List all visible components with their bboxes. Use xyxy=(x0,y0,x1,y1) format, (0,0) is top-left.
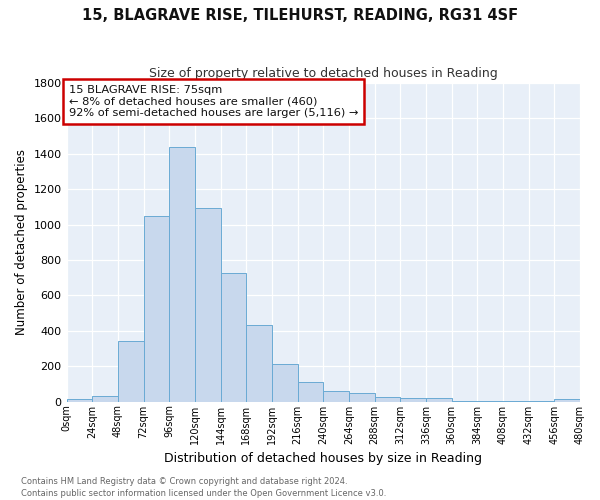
Text: 15, BLAGRAVE RISE, TILEHURST, READING, RG31 4SF: 15, BLAGRAVE RISE, TILEHURST, READING, R… xyxy=(82,8,518,22)
Bar xyxy=(349,393,374,402)
Y-axis label: Number of detached properties: Number of detached properties xyxy=(15,150,28,336)
Bar xyxy=(374,396,400,402)
Title: Size of property relative to detached houses in Reading: Size of property relative to detached ho… xyxy=(149,68,497,80)
Bar xyxy=(478,401,503,402)
Bar xyxy=(426,398,452,402)
Bar xyxy=(221,273,246,402)
Bar xyxy=(92,396,118,402)
Bar xyxy=(195,208,221,402)
Bar xyxy=(246,325,272,402)
Text: Contains HM Land Registry data © Crown copyright and database right 2024.
Contai: Contains HM Land Registry data © Crown c… xyxy=(21,476,386,498)
Bar xyxy=(529,401,554,402)
X-axis label: Distribution of detached houses by size in Reading: Distribution of detached houses by size … xyxy=(164,452,482,465)
Bar xyxy=(400,398,426,402)
Bar xyxy=(67,399,92,402)
Bar xyxy=(143,216,169,402)
Text: 15 BLAGRAVE RISE: 75sqm
← 8% of detached houses are smaller (460)
92% of semi-de: 15 BLAGRAVE RISE: 75sqm ← 8% of detached… xyxy=(68,85,358,118)
Bar xyxy=(503,401,529,402)
Bar xyxy=(323,391,349,402)
Bar xyxy=(118,340,143,402)
Bar xyxy=(272,364,298,402)
Bar xyxy=(452,401,478,402)
Bar xyxy=(169,147,195,402)
Bar xyxy=(298,382,323,402)
Bar xyxy=(554,399,580,402)
